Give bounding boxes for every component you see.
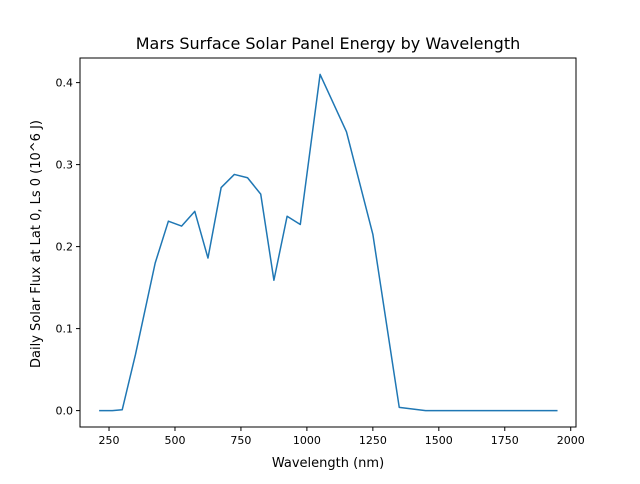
data-point: [155, 262, 156, 263]
data-point: [399, 407, 400, 408]
data-point: [319, 74, 320, 75]
x-tick-label: 1000: [293, 434, 321, 447]
x-tick-label: 750: [230, 434, 251, 447]
data-point: [99, 410, 100, 411]
data-point: [221, 187, 222, 188]
y-tick-label: 0.4: [56, 77, 74, 90]
data-point: [300, 224, 301, 225]
data-point: [504, 410, 505, 411]
data-point: [372, 234, 373, 235]
data-point: [425, 410, 426, 411]
data-point: [557, 410, 558, 411]
x-tick-label: 1500: [425, 434, 453, 447]
data-point: [181, 226, 182, 227]
data-point: [346, 131, 347, 132]
data-point: [122, 409, 123, 410]
x-tick-label: 2000: [557, 434, 585, 447]
data-point: [168, 221, 169, 222]
data-point: [478, 410, 479, 411]
data-point: [234, 174, 235, 175]
x-tick-label: 250: [99, 434, 120, 447]
y-axis-ticks: 0.0 0.1 0.2 0.3 0.4: [56, 77, 80, 418]
data-point: [260, 194, 261, 195]
x-tick-label: 500: [164, 434, 185, 447]
data-point: [287, 216, 288, 217]
data-point: [135, 354, 136, 355]
data-point: [531, 410, 532, 411]
y-tick-label: 0.2: [56, 241, 74, 254]
data-point: [451, 410, 452, 411]
data-point: [207, 257, 208, 258]
y-axis-label: Daily Solar Flux at Lat 0, Ls 0 (10^6 J): [29, 120, 44, 368]
y-tick-label: 0.0: [56, 405, 74, 418]
axes-frame: [79, 57, 577, 428]
y-tick-label: 0.1: [56, 323, 74, 336]
data-point: [112, 410, 113, 411]
x-tick-label: 1250: [359, 434, 387, 447]
data-point: [194, 211, 195, 212]
x-axis-label: Wavelength (nm): [272, 456, 384, 471]
series-layer: [99, 73, 558, 412]
data-point: [273, 280, 274, 281]
chart-title: Mars Surface Solar Panel Energy by Wavel…: [136, 34, 520, 53]
y-tick-label: 0.3: [56, 159, 74, 172]
x-axis-ticks: 250 500 750 1000 1250 1500 1750 2000: [99, 427, 585, 447]
series-line: [99, 73, 558, 412]
data-point: [247, 177, 248, 178]
x-tick-label: 1750: [491, 434, 519, 447]
